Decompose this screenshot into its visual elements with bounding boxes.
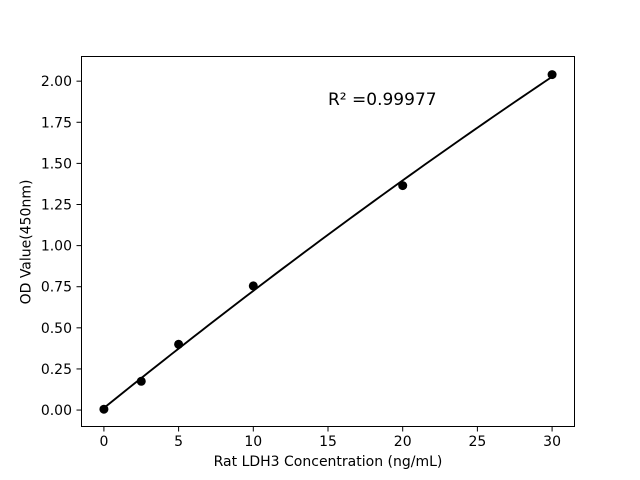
y-tick-label: 1.50 [41, 156, 72, 172]
x-tick-label: 0 [99, 434, 108, 450]
y-tick-label: 1.00 [41, 239, 72, 255]
y-tick-label: 1.25 [41, 198, 72, 214]
y-tick-label: 1.75 [41, 115, 72, 131]
data-point [174, 339, 184, 349]
y-tick-label: 2.00 [41, 74, 72, 90]
x-tick-label: 20 [394, 434, 412, 450]
data-point [547, 70, 557, 80]
x-tick-label: 10 [244, 434, 262, 450]
y-tick-label: 0.50 [41, 321, 72, 337]
y-tick-label: 0.25 [41, 362, 72, 378]
x-axis-title: Rat LDH3 Concentration (ng/mL) [213, 454, 443, 470]
y-tick-label: 0.00 [41, 403, 72, 419]
data-point [248, 281, 258, 291]
x-tick-label: 30 [543, 434, 561, 450]
fit-line [102, 75, 554, 409]
x-tick-label: 25 [468, 434, 486, 450]
x-tick-label: 15 [319, 434, 337, 450]
data-point [136, 376, 146, 386]
y-tick-label: 0.75 [41, 280, 72, 296]
data-point [398, 181, 408, 191]
data-point [99, 404, 109, 414]
y-axis-title: OD Value(450nm) [18, 179, 35, 305]
r-squared-annotation: R² =0.99977 [328, 90, 437, 110]
x-tick-label: 5 [174, 434, 183, 450]
